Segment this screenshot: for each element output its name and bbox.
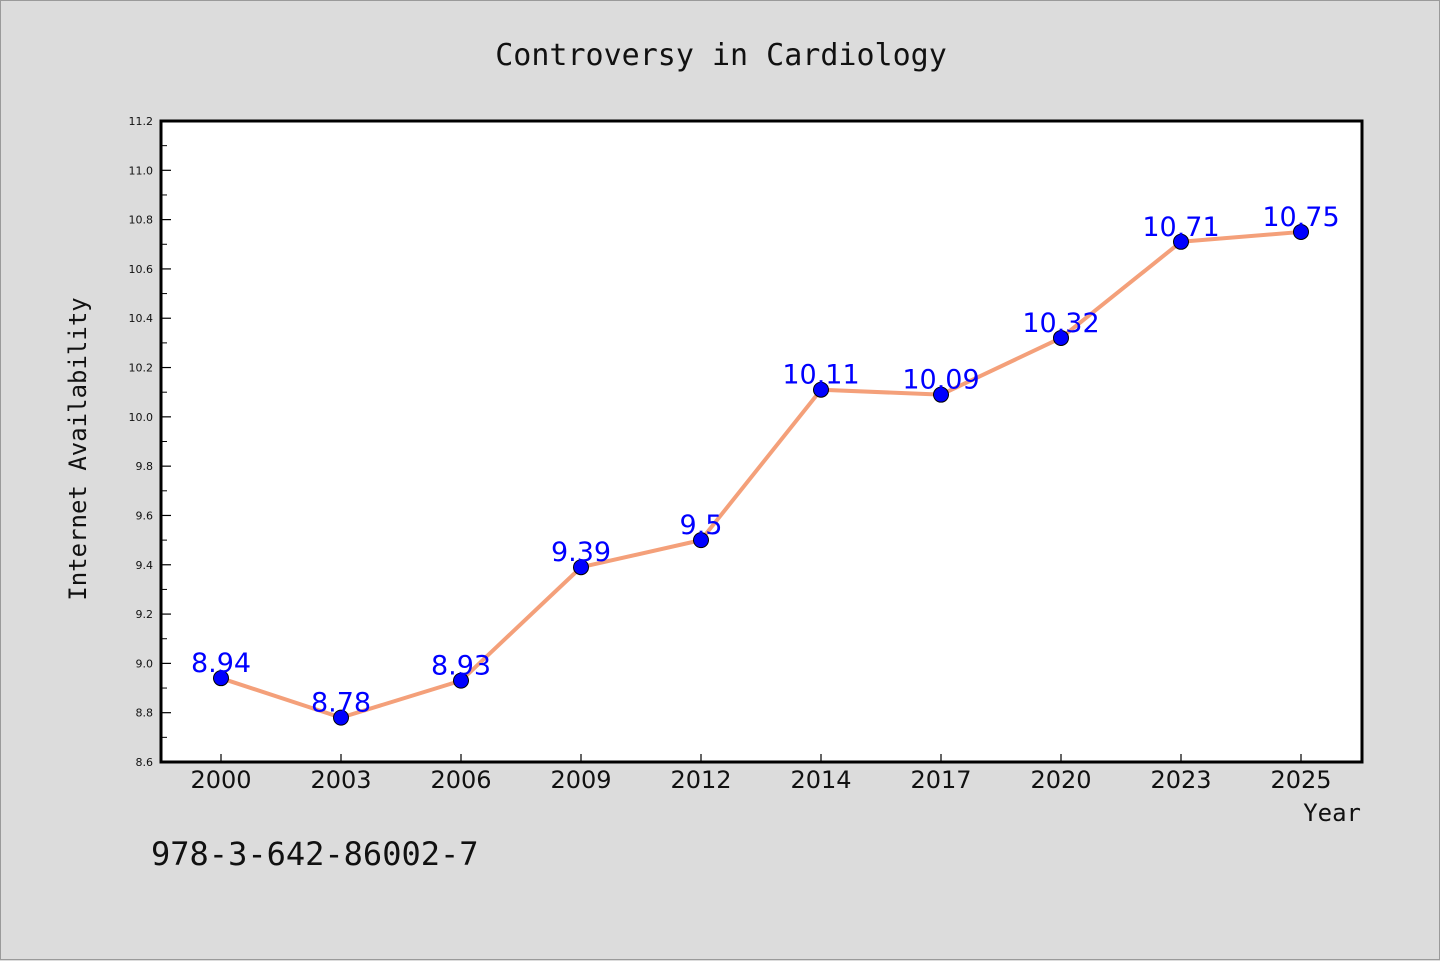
data-label: 10.32 bbox=[1022, 308, 1099, 339]
series-line bbox=[219, 229, 1303, 720]
x-axis-label: Year bbox=[1303, 799, 1361, 827]
data-point bbox=[933, 386, 949, 403]
data-point bbox=[813, 381, 829, 398]
x-tick-label: 2003 bbox=[310, 766, 371, 794]
footer-code: 978-3-642-86002-7 bbox=[151, 835, 479, 873]
x-tick-label: 2014 bbox=[790, 766, 851, 794]
data-point bbox=[573, 559, 589, 576]
x-tick-label: 2012 bbox=[670, 766, 731, 794]
data-labels: 8.94 8.78 8.93 9.39 9.5 10.11 10.09 10.32 10.71 1… bbox=[191, 202, 1340, 719]
data-label: 8.78 bbox=[311, 688, 371, 719]
data-point bbox=[333, 709, 349, 726]
x-tick-label: 2020 bbox=[1030, 766, 1091, 794]
y-tick-label: 8.6 bbox=[136, 756, 154, 769]
y-tick-label: 9.8 bbox=[136, 460, 154, 473]
x-tick-label: 2025 bbox=[1270, 766, 1331, 794]
y-axis-ticks: 8.6 8.8 9.0 9.2 9.4 9.6 9.8 10.0 10.2 10.4 10.6 10.… bbox=[129, 115, 171, 769]
data-label: 10.09 bbox=[902, 365, 979, 396]
y-tick-label: 8.8 bbox=[136, 707, 154, 720]
y-axis-label: Internet Availability bbox=[64, 297, 92, 600]
data-point bbox=[1293, 223, 1309, 240]
y-tick-label: 10.4 bbox=[129, 312, 154, 325]
data-label: 10.71 bbox=[1142, 212, 1219, 243]
data-label: 9.5 bbox=[680, 510, 723, 541]
data-label: 10.11 bbox=[782, 360, 859, 391]
plot-area bbox=[159, 119, 1364, 764]
data-point bbox=[1173, 233, 1189, 250]
y-tick-label: 9.4 bbox=[136, 559, 154, 572]
y-tick-label: 10.2 bbox=[129, 362, 154, 375]
data-label: 10.75 bbox=[1262, 202, 1339, 233]
x-tick-label: 2017 bbox=[910, 766, 971, 794]
x-tick-label: 2006 bbox=[430, 766, 491, 794]
data-point bbox=[1053, 329, 1069, 346]
y-tick-label: 11.2 bbox=[129, 115, 154, 128]
y-tick-label: 10.6 bbox=[129, 263, 154, 276]
data-point bbox=[213, 670, 229, 687]
x-axis-ticks: 2000 2003 2006 2009 2012 2014 2017 2020 2023 2025 bbox=[190, 754, 1332, 794]
x-tick-label: 2000 bbox=[190, 766, 251, 794]
data-point bbox=[693, 532, 709, 549]
data-label: 8.94 bbox=[191, 648, 251, 679]
x-tick-label: 2023 bbox=[1150, 766, 1211, 794]
y-tick-label: 10.8 bbox=[129, 214, 154, 227]
data-point bbox=[453, 672, 469, 689]
y-tick-label: 9.6 bbox=[136, 509, 154, 522]
y-tick-label: 11.0 bbox=[129, 164, 154, 177]
y-tick-label: 9.0 bbox=[136, 657, 154, 670]
data-points bbox=[213, 223, 1309, 726]
data-label: 9.39 bbox=[551, 537, 611, 568]
data-label: 8.93 bbox=[431, 651, 491, 682]
y-tick-label: 10.0 bbox=[129, 411, 154, 424]
y-tick-label: 9.2 bbox=[136, 608, 154, 621]
x-tick-label: 2009 bbox=[550, 766, 611, 794]
chart-title: Controversy in Cardiology bbox=[495, 38, 947, 73]
